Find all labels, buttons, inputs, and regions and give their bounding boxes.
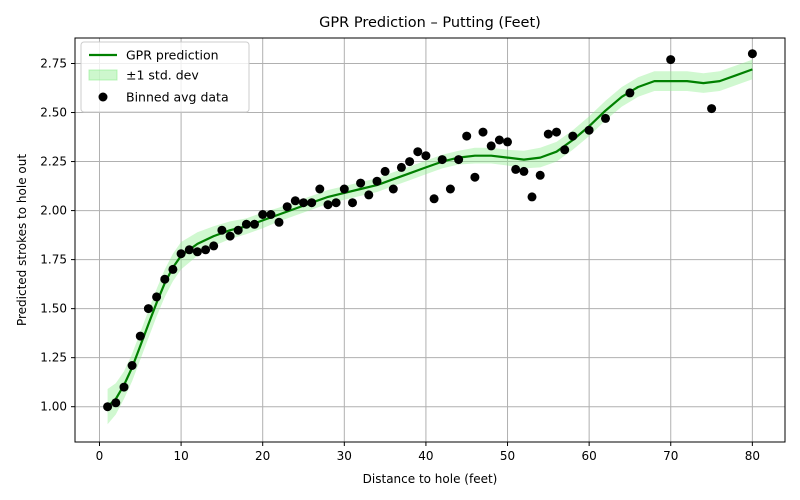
binned-data-point [307, 198, 317, 208]
x-tick-label: 70 [663, 449, 678, 463]
binned-data-point [552, 127, 561, 137]
binned-data-point [478, 127, 488, 137]
binned-data-point [168, 264, 178, 274]
binned-data-point [160, 274, 170, 284]
legend-box [80, 41, 250, 113]
binned-data-point [258, 210, 268, 219]
binned-data-point [119, 382, 129, 392]
y-tick-label: 2.50 [40, 106, 67, 120]
binned-data-point [462, 131, 472, 141]
binned-data-point [356, 178, 366, 188]
binned-data-point [388, 184, 398, 194]
binned-data-point [323, 200, 333, 210]
binned-data-point [494, 135, 504, 145]
binned-data-point [429, 194, 439, 204]
x-tick-label: 0 [96, 449, 104, 463]
binned-data-point [535, 170, 545, 180]
binned-data-point [445, 184, 455, 194]
legend-label-prediction: GPR prediction [126, 48, 219, 63]
y-tick-label: 2.75 [40, 56, 67, 70]
binned-data-point [584, 125, 594, 135]
binned-data-point [511, 164, 521, 174]
x-tick-label: 50 [500, 449, 515, 463]
plot-frame [74, 37, 786, 443]
binned-data-point [217, 225, 227, 235]
binned-data-point [282, 202, 292, 212]
binned-data-point [348, 198, 357, 208]
binned-data-point [143, 304, 153, 314]
binned-data-point [209, 241, 219, 251]
binned-data-point [380, 166, 390, 176]
y-tick-label: 1.50 [40, 302, 67, 316]
binned-data-point [127, 361, 137, 370]
binned-data-point [543, 129, 553, 139]
y-tick-label: 2.25 [40, 155, 67, 169]
binned-data-point [707, 104, 717, 114]
binned-data-point [568, 131, 578, 141]
binned-data-point [601, 113, 610, 123]
x-tick-label: 20 [255, 449, 270, 463]
x-axis-ticks: 0 10 20 30 40 50 60 70 80 [96, 442, 760, 463]
binned-data-point [666, 55, 676, 65]
binned-data-point [331, 198, 341, 208]
binned-data-point [103, 402, 113, 412]
binned-data-point [486, 141, 496, 151]
binned-data-point [266, 210, 276, 219]
binned-data-point [625, 88, 635, 98]
binned-data-point [421, 151, 431, 161]
y-tick-label: 2.00 [40, 204, 67, 218]
binned-data-point [176, 249, 186, 259]
binned-data-point [454, 155, 464, 165]
binned-data-point [250, 219, 259, 229]
binned-data-point [315, 184, 325, 194]
binned-data-point [527, 192, 537, 202]
binned-data-point [560, 145, 570, 155]
binned-data-point [339, 184, 349, 194]
binned-data-point [437, 155, 447, 165]
y-tick-label: 1.25 [40, 351, 67, 365]
x-tick-label: 30 [337, 449, 352, 463]
y-tick-label: 1.75 [40, 253, 67, 267]
binned-data-point [519, 166, 529, 176]
binned-data-point [290, 196, 300, 206]
legend-label-binned: Binned avg data [126, 90, 229, 105]
legend: GPR prediction ±1 std. dev Binned avg da… [80, 41, 250, 113]
x-tick-label: 40 [418, 449, 433, 463]
binned-data-point [225, 231, 235, 241]
binned-data-point [299, 198, 308, 208]
binned-data-point [405, 157, 415, 167]
y-axis-ticks: 1.00 1.25 1.50 1.75 2.00 2.25 2.50 2.75 [40, 56, 75, 414]
data-points-layer [103, 49, 757, 412]
grid [75, 38, 785, 442]
x-tick-label: 60 [581, 449, 596, 463]
binned-data-point [201, 245, 211, 255]
binned-data-point [111, 398, 121, 408]
binned-data-point [747, 49, 757, 59]
binned-data-point [233, 225, 243, 235]
binned-data-point [470, 172, 480, 182]
x-axis-title: Distance to hole (feet) [363, 472, 498, 486]
binned-data-point [184, 245, 194, 255]
binned-data-point [372, 176, 382, 186]
binned-data-point [274, 217, 284, 227]
y-tick-label: 1.00 [40, 400, 67, 414]
x-tick-label: 10 [173, 449, 188, 463]
binned-data-point [152, 292, 162, 302]
legend-band-swatch [88, 69, 118, 81]
legend-label-std-dev: ±1 std. dev [126, 68, 199, 83]
chart-title: GPR Prediction – Putting (Feet) [319, 15, 541, 31]
binned-data-point [396, 162, 406, 172]
y-axis-title: Predicted strokes to hole out [15, 154, 29, 326]
x-tick-label: 80 [745, 449, 760, 463]
binned-data-point [135, 331, 145, 341]
binned-data-point [503, 137, 512, 147]
binned-data-point [241, 219, 251, 229]
binned-data-point [413, 147, 423, 157]
legend-point-swatch [98, 92, 108, 102]
binned-data-point [364, 190, 374, 200]
binned-data-point [192, 247, 202, 257]
